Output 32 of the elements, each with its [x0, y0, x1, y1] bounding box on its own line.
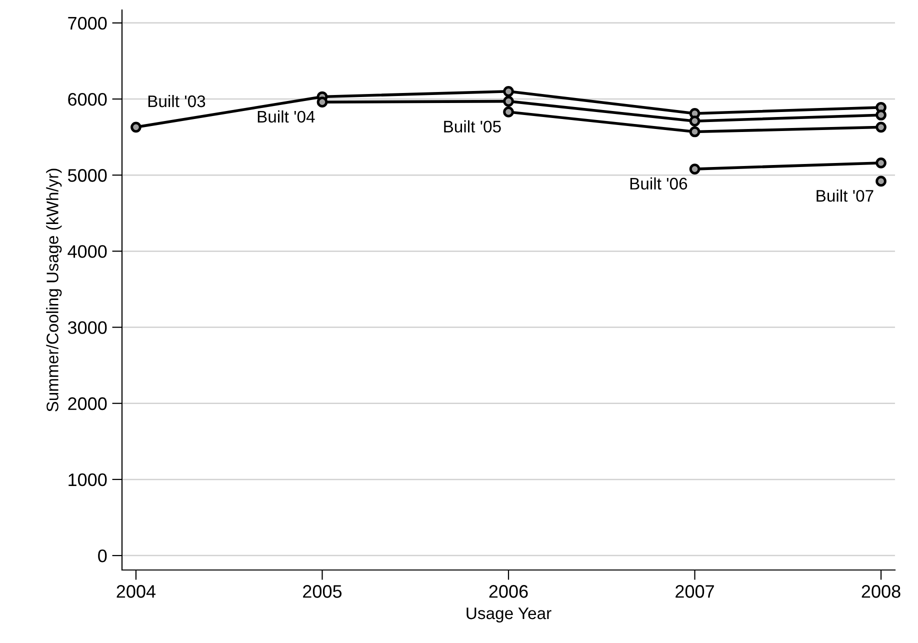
y-axis-title: Summer/Cooling Usage (kWh/yr): [46, 168, 62, 412]
y-tick-label: 6000: [68, 92, 107, 106]
x-axis-title: Usage Year: [466, 608, 552, 623]
point: [876, 122, 886, 133]
point: [316, 96, 328, 108]
point: [689, 126, 700, 138]
y-tick-label: 7000: [68, 16, 107, 30]
series-label: Built '06: [630, 177, 688, 190]
x-tick-label: 2005: [303, 585, 342, 598]
x-tick-label: 2004: [116, 585, 156, 598]
y-tick-label: 2000: [68, 397, 107, 410]
point: [503, 96, 514, 107]
series-label: Built '04: [258, 110, 315, 123]
point: [689, 164, 700, 174]
point: [876, 110, 886, 120]
y-tick-label: 3000: [68, 321, 107, 334]
series-label: Built '05: [444, 120, 501, 133]
point: [876, 176, 886, 187]
y-tick-label: 4000: [68, 245, 107, 258]
point: [876, 158, 886, 168]
series-label: Built '07: [816, 190, 874, 202]
x-tick-label: 2008: [862, 585, 900, 598]
point: [689, 116, 700, 127]
point: [130, 122, 142, 133]
point: [503, 86, 514, 97]
y-tick-label: 0: [98, 549, 107, 562]
x-tick-label: 2006: [489, 585, 528, 598]
point: [503, 106, 514, 118]
legend-label: Built '03: [148, 94, 206, 108]
y-tick-label: 1000: [68, 473, 107, 486]
y-tick-label: 5000: [68, 169, 107, 182]
x-tick-label: 2007: [676, 585, 714, 598]
